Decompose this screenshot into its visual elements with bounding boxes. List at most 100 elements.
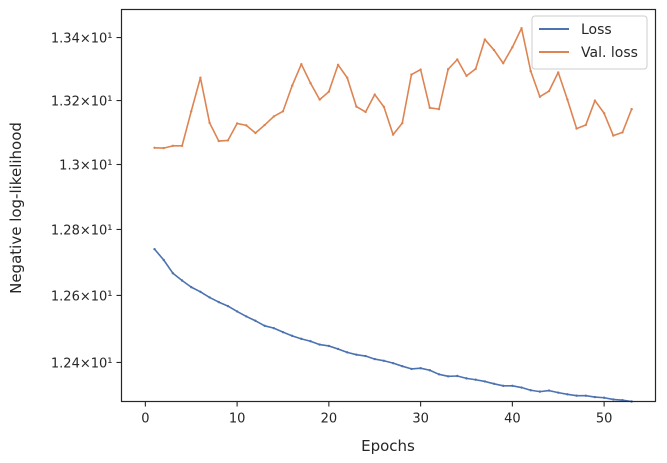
data-point-val-loss [364,110,367,114]
data-point-val-loss [336,63,340,67]
data-point-val-loss [602,112,606,115]
y-axis-label: Negative log-likelihood [7,122,25,294]
plot-frame [120,8,657,403]
data-point-loss [428,369,431,372]
data-point-val-loss [492,48,496,52]
data-point-val-loss [245,124,248,127]
data-point-val-loss [630,107,633,111]
y-tick-label: 1.24×10¹ [51,356,113,371]
data-point-val-loss [446,68,450,71]
data-point-loss [336,347,340,351]
data-point-loss [520,386,523,389]
data-point-loss [199,290,202,293]
data-point-loss [153,247,156,251]
data-point-loss [437,373,441,376]
data-point-val-loss [437,107,441,111]
data-point-loss [557,391,560,394]
data-point-loss [456,374,459,378]
y-tick-label: 1.3×10¹ [59,159,112,174]
data-point-val-loss [456,58,459,61]
data-point-loss [355,353,358,356]
data-point-loss [346,351,349,354]
y-tick-label: 1.28×10¹ [51,223,113,238]
legend: Loss Val. loss [531,15,648,70]
data-point-loss [446,375,450,378]
data-point-val-loss [309,81,312,85]
data-point-val-loss [199,76,202,79]
data-point-loss [492,382,496,385]
data-point-loss [245,315,248,318]
data-point-val-loss [217,139,220,143]
data-point-loss [584,394,587,397]
data-point-loss [474,378,477,381]
data-point-val-loss [300,62,303,66]
data-point-val-loss [584,123,587,127]
data-point-val-loss [474,67,477,71]
data-point-loss [465,377,468,380]
data-point-loss [318,343,321,346]
data-point-val-loss [547,89,551,93]
data-point-val-loss [612,134,615,137]
data-point-loss [190,285,193,289]
x-tick-label: 20 [321,412,338,427]
data-point-val-loss [318,98,321,101]
data-point-loss [419,367,422,370]
data-point-val-loss [290,84,294,87]
data-point-val-loss [263,123,266,127]
data-point-loss [593,395,597,399]
x-tick-label: 40 [504,412,521,427]
data-point-val-loss [465,74,468,78]
data-point-loss [281,330,285,334]
data-point-val-loss [428,106,431,110]
data-point-val-loss [281,110,285,113]
data-point-val-loss [511,46,514,49]
data-point-loss [263,324,266,327]
data-point-loss [501,384,505,388]
data-point-loss [162,258,165,262]
series-points-loss [153,247,633,403]
series-points-val-loss [153,26,633,150]
data-point-loss [217,300,220,304]
data-point-loss [621,398,624,402]
data-point-loss [391,361,395,365]
data-point-val-loss [391,133,395,136]
data-point-val-loss [566,98,569,101]
data-point-val-loss [575,127,578,130]
data-point-loss [612,398,615,401]
data-point-loss [382,359,386,362]
data-point-loss [208,296,211,299]
data-point-val-loss [235,122,239,125]
data-point-val-loss [208,121,211,125]
data-point-val-loss [153,146,156,149]
y-tick-label: 1.34×10¹ [51,32,113,47]
data-point-val-loss [401,121,404,125]
data-point-loss [575,394,578,397]
data-point-val-loss [538,95,542,98]
data-point-val-loss [327,90,331,93]
legend-label-val-loss: Val. loss [581,45,638,61]
data-point-loss [309,340,312,343]
data-point-loss [529,389,532,392]
series-layer [153,26,633,403]
data-point-val-loss [355,105,358,108]
data-point-val-loss [621,131,624,134]
data-point-val-loss [382,105,386,109]
legend-label-loss: Loss [581,22,612,38]
x-tick-label: 0 [141,412,149,427]
data-point-val-loss [226,139,230,142]
data-point-loss [180,279,184,282]
data-point-loss [290,334,294,338]
data-point-loss [401,364,404,368]
data-point-loss [538,390,542,393]
data-point-loss [254,319,257,322]
x-axis: 0 10 20 30 40 50 [141,401,613,427]
data-point-val-loss [373,93,376,96]
data-point-loss [300,337,303,341]
data-point-loss [483,380,487,383]
x-tick-label: 30 [412,412,429,427]
x-tick-label: 50 [596,412,613,427]
data-point-val-loss [501,62,505,65]
data-point-loss [272,326,276,330]
data-point-loss [171,272,175,275]
